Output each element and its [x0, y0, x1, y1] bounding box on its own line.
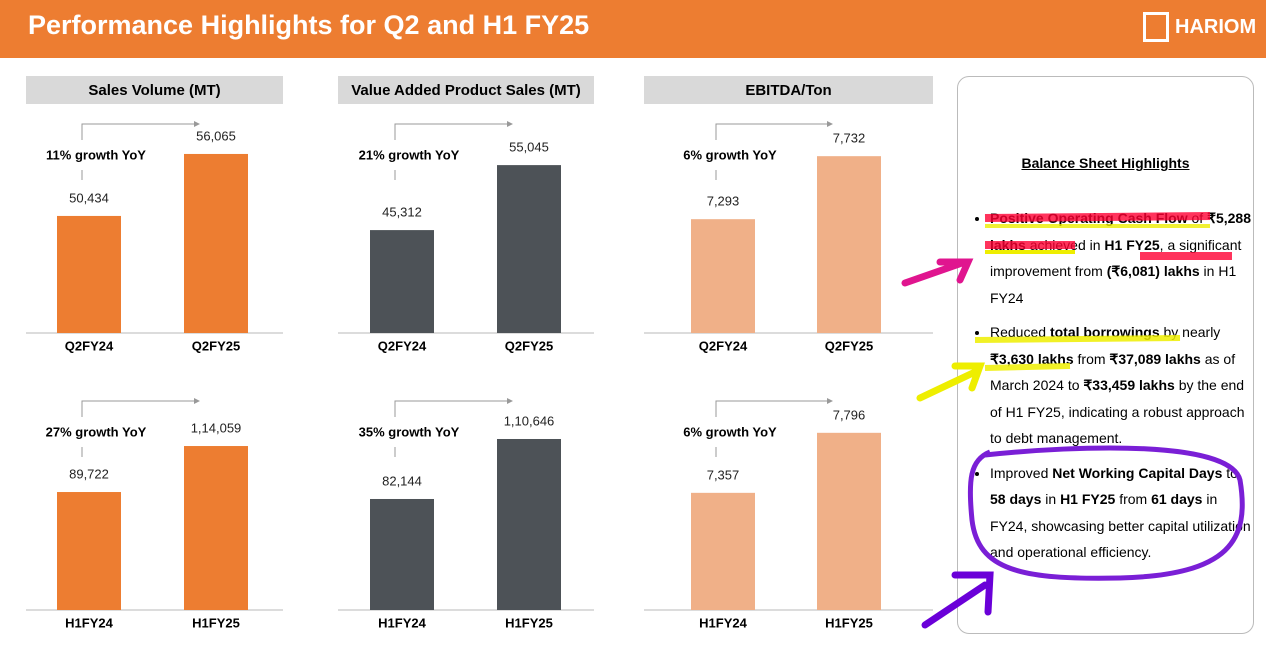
logo: HARIOM: [1143, 12, 1256, 42]
category-label: Q2FY25: [505, 338, 553, 353]
bullet-text: from: [1115, 491, 1152, 507]
bullet-text: Positive Operating Cash Flow: [990, 210, 1188, 226]
logo-text: HARIOM: [1175, 15, 1257, 38]
header-bar: Performance Highlights for Q2 and H1 FY2…: [0, 0, 1266, 58]
bar: [817, 156, 881, 333]
bullet: Reduced total borrowings by nearly ₹3,63…: [990, 319, 1256, 452]
growth-arrow: [394, 400, 507, 417]
category-label: H1FY24: [378, 615, 426, 630]
bullet-text: Net Working Capital Days: [1052, 464, 1223, 481]
growth-arrowhead: [827, 398, 833, 404]
chart-title-bg: [338, 76, 594, 104]
bar: [57, 215, 121, 333]
bullet-text: by the end of H1 FY25, indicating a robu…: [990, 377, 1245, 446]
bar: [184, 446, 248, 610]
bullet-text: in: [1041, 491, 1061, 507]
category-label: Q2FY24: [699, 338, 748, 353]
category-label: H1FY25: [825, 615, 873, 630]
charts: Sales Volume (MT) 50,434 Q2FY24 56,065 Q2FY2…: [26, 76, 933, 630]
bullet-text: ₹37,089 lakhs: [1109, 350, 1201, 367]
value-label: 89,722: [69, 466, 109, 481]
growth-label: 35% growth YoY: [359, 424, 460, 439]
category-label: H1FY25: [192, 615, 240, 630]
bar: [370, 230, 434, 333]
logo-icon: [1143, 12, 1169, 42]
growth-label: 6% growth YoY: [683, 147, 777, 162]
chart-title-bg: [644, 76, 933, 104]
bullet-text: H1 FY25: [1104, 236, 1160, 253]
value-label: 1,14,059: [191, 420, 242, 435]
growth-arrowhead: [827, 121, 833, 127]
value-label: 7,732: [833, 131, 866, 146]
bullet: Improved Net Working Capital Days to 58 …: [990, 460, 1256, 566]
chart-title: EBITDA/Ton: [745, 82, 831, 99]
bullet-text: 61 days: [1151, 491, 1203, 507]
bullet-text: ₹3,630 lakhs: [990, 350, 1074, 367]
bullet-text: ₹33,459 lakhs: [1083, 377, 1175, 393]
growth-arrow: [715, 123, 827, 140]
value-label: 7,796: [833, 407, 866, 422]
growth-arrowhead: [194, 121, 200, 127]
bullet-text: of: [1187, 210, 1208, 226]
category-label: H1FY24: [65, 615, 113, 630]
growth-arrowhead: [507, 121, 513, 127]
growth-arrowhead: [507, 398, 513, 404]
value-label: 45,312: [382, 205, 422, 220]
bullet-text: from: [1073, 350, 1110, 367]
category-label: Q2FY24: [378, 338, 427, 353]
growth-arrow: [81, 123, 194, 140]
value-label: 50,434: [69, 190, 109, 205]
value-label: 7,293: [707, 194, 740, 209]
bullet-text: Improved: [990, 464, 1053, 481]
category-label: Q2FY25: [825, 338, 873, 353]
bar: [691, 492, 755, 610]
value-label: 7,357: [707, 467, 740, 482]
bullet-text: in H1 FY24: [990, 263, 1237, 306]
category-label: H1FY24: [699, 615, 747, 630]
bar: [817, 432, 881, 610]
bullet-text: Reduced: [990, 324, 1050, 340]
value-label: 82,144: [382, 473, 422, 488]
growth-label: 11% growth YoY: [46, 147, 146, 162]
growth-arrowhead: [194, 398, 200, 404]
bar: [370, 498, 434, 610]
bar: [497, 165, 561, 333]
growth-arrow: [715, 400, 827, 417]
bullet-text: to: [1222, 464, 1238, 481]
growth-arrow: [394, 123, 507, 140]
category-label: Q2FY24: [65, 338, 114, 353]
value-label: 56,065: [196, 128, 236, 143]
bar: [57, 492, 121, 610]
value-label: 55,045: [509, 140, 549, 155]
bullet-text: 58 days: [990, 491, 1042, 507]
bullet-list: Positive Operating Cash Flow of ₹5,288 l…: [972, 205, 1256, 574]
bullet-text: (₹6,081) lakhs: [1106, 263, 1200, 279]
growth-label: 27% growth YoY: [46, 424, 147, 439]
bullet: Positive Operating Cash Flow of ₹5,288 l…: [990, 205, 1256, 311]
chart-title: Value Added Product Sales (MT): [351, 82, 580, 99]
bullet-text: achieved in: [1025, 236, 1105, 253]
slide-title: Performance Highlights for Q2 and H1 FY2…: [28, 10, 590, 40]
bullet-text: H1 FY25: [1060, 491, 1116, 507]
chart-title-bg: [26, 76, 283, 104]
bullet-text: total borrowings: [1049, 324, 1160, 340]
panel-title: Balance Sheet Highlights: [1021, 155, 1190, 171]
growth-arrow: [81, 400, 194, 417]
category-label: Q2FY25: [192, 338, 240, 353]
balance-sheet-panel: Balance Sheet Highlights Positive Operat…: [957, 76, 1254, 634]
value-label: 1,10,646: [504, 413, 555, 428]
bar: [691, 219, 755, 333]
bullet-text: by nearly: [1159, 324, 1221, 340]
category-label: H1FY25: [505, 615, 553, 630]
bullet-text: as of March 2024 to: [990, 350, 1236, 394]
bar: [184, 153, 248, 333]
growth-label: 6% growth YoY: [683, 424, 777, 439]
chart-title: Sales Volume (MT): [88, 82, 220, 99]
growth-label: 21% growth YoY: [359, 147, 460, 162]
bar: [497, 438, 561, 610]
